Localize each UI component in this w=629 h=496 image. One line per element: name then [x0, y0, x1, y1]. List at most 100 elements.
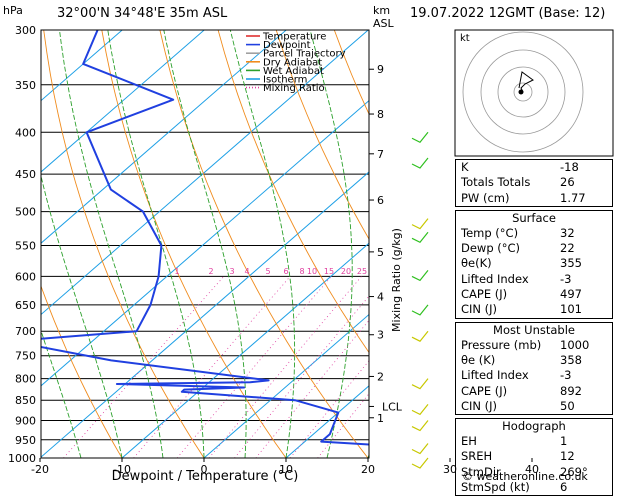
pressure-tick-label: 800	[15, 373, 36, 386]
mixing-ratio-axis-label: Mixing Ratio (g/kg)	[390, 228, 403, 332]
index-row-pw: PW (cm)1.77	[456, 191, 612, 206]
pressure-tick-label: 850	[15, 394, 36, 407]
wet-adiabat	[60, 30, 164, 458]
index-row-k: K-18	[456, 160, 612, 175]
mixing-ratio-label: 8	[299, 267, 304, 276]
km-tick-label: 3	[377, 329, 384, 342]
surface-row: Dewp (°C)22	[456, 241, 612, 256]
wet-adiabat	[230, 30, 294, 458]
altitude-unit-asl: ASL	[373, 17, 394, 30]
wet-adiabat	[310, 30, 352, 458]
surface-row: Temp (°C)32	[456, 226, 612, 241]
mixing-ratio-label: 3	[229, 267, 234, 276]
altitude-unit: km	[373, 4, 390, 17]
pressure-tick-label: 500	[15, 206, 36, 219]
surface-row: CAPE (J)497	[456, 287, 612, 302]
km-tick-label: 7	[377, 148, 384, 161]
km-tick-label: 8	[377, 108, 384, 121]
pressure-tick-label: 750	[15, 350, 36, 363]
wind-barb	[412, 219, 428, 229]
mixing-ratio-label: 25	[357, 267, 367, 276]
wind-barb	[412, 331, 428, 341]
km-tick-label: 6	[377, 194, 384, 207]
hodograph-title: Hodograph	[456, 419, 612, 434]
surface-row: Lifted Index-3	[456, 272, 612, 287]
wind-barb	[412, 232, 428, 242]
dry-adiabat	[102, 30, 286, 458]
km-tick-label: 4	[377, 291, 384, 304]
dry-adiabat	[160, 30, 368, 458]
x-axis-label: Dewpoint / Temperature (°C)	[112, 469, 299, 484]
pressure-tick-label: 400	[15, 126, 36, 139]
mixing-ratio-label: 1	[174, 267, 179, 276]
km-tick-label: 9	[377, 63, 384, 76]
surface-row: CIN (J)101	[456, 302, 612, 317]
credit-text[interactable]: © weatheronline.co.uk	[462, 470, 588, 483]
dry-adiabat	[44, 30, 204, 458]
pressure-tick-label: 550	[15, 239, 36, 252]
surface-box: Surface Temp (°C)32 Dewp (°C)22 θe(K)355…	[455, 210, 613, 319]
most-unstable-title: Most Unstable	[456, 323, 612, 338]
wind-barb	[412, 404, 428, 414]
dry-adiabat	[218, 30, 450, 458]
unstable-row: Lifted Index-3	[456, 368, 612, 383]
isotherm-line	[0, 30, 368, 458]
wind-barb	[412, 158, 428, 168]
mixing-ratio-label: 6	[283, 267, 288, 276]
hodograph-frame	[455, 30, 613, 156]
km-tick-label: 1	[377, 412, 384, 425]
pressure-tick-label: 450	[15, 168, 36, 181]
temp-tick-label: 20	[361, 463, 375, 476]
unstable-row: Pressure (mb)1000	[456, 338, 612, 353]
pressure-unit: hPa	[3, 4, 23, 17]
pressure-tick-label: 950	[15, 434, 36, 447]
unstable-row: CIN (J)50	[456, 399, 612, 414]
storm-motion-marker	[519, 90, 524, 95]
pressure-tick-label: 600	[15, 270, 36, 283]
pressure-tick-label: 300	[15, 24, 36, 37]
mixing-ratio-label: 2	[208, 267, 213, 276]
mixing-ratio-label: 15	[324, 267, 334, 276]
temp-tick-label: -20	[31, 463, 49, 476]
wind-barb	[412, 458, 428, 468]
legend-entry: Mixing Ratio	[263, 83, 325, 94]
unstable-row: θe (K)358	[456, 353, 612, 368]
dry-adiabat	[625, 30, 629, 458]
mixing-ratio-line	[290, 276, 438, 458]
wind-barb	[412, 305, 428, 315]
pressure-tick-label: 350	[15, 79, 36, 92]
mixing-ratio-label: 4	[244, 267, 249, 276]
hodograph-unit-label: kt	[460, 33, 470, 44]
km-tick-label: 5	[377, 246, 384, 259]
km-tick-label: 2	[377, 370, 384, 383]
datetime-title: 19.07.2022 12GMT (Base: 12)	[410, 6, 605, 21]
mixing-ratio-line	[209, 276, 362, 458]
isotherm-line	[0, 30, 450, 458]
lcl-label: LCL	[382, 400, 403, 413]
unstable-row: CAPE (J)892	[456, 384, 612, 399]
wind-barb	[412, 443, 428, 453]
surface-title: Surface	[456, 211, 612, 226]
surface-row: θe(K)355	[456, 256, 612, 271]
hodograph-trace	[519, 72, 533, 92]
mixing-ratio-label: 5	[265, 267, 270, 276]
mixing-ratio-line	[64, 276, 224, 458]
most-unstable-box: Most Unstable Pressure (mb)1000 θe (K)35…	[455, 322, 613, 415]
pressure-tick-label: 650	[15, 299, 36, 312]
wind-barb	[412, 132, 428, 142]
mixing-ratio-label: 20	[341, 267, 351, 276]
mixing-ratio-line	[235, 276, 386, 458]
mixing-ratio-label: 10	[307, 267, 317, 276]
location-title: 32°00'N 34°48'E 35m ASL	[57, 6, 227, 21]
pressure-tick-label: 900	[15, 415, 36, 428]
pressure-tick-label: 700	[15, 325, 36, 338]
wind-barb	[412, 270, 428, 280]
isotherm-line	[614, 30, 629, 458]
dewpoint-line	[10, 30, 384, 458]
